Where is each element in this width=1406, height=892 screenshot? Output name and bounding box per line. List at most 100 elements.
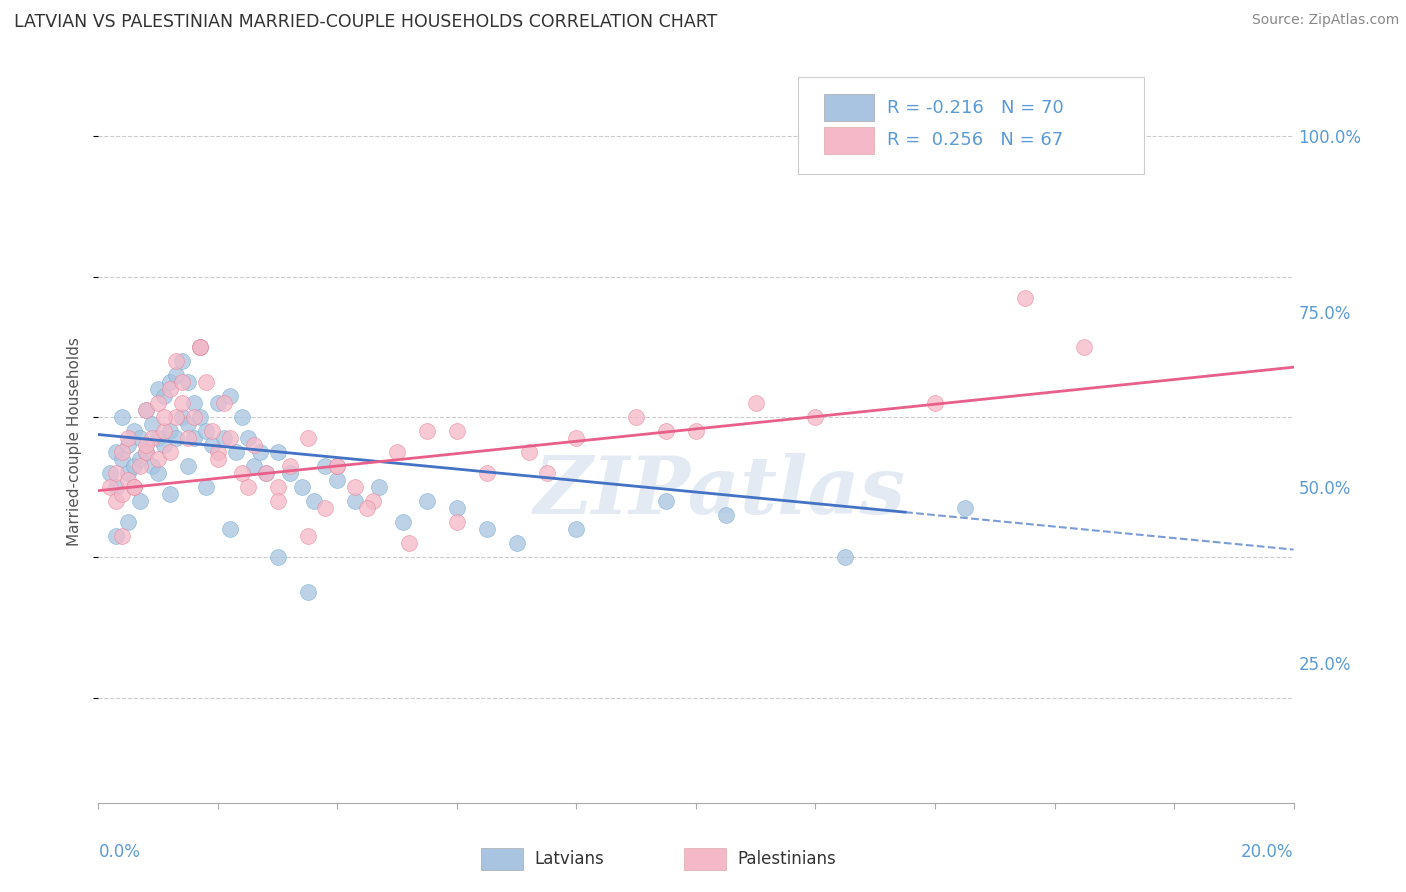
Point	[1014, 291, 1036, 305]
Point	[446, 424, 468, 438]
Point	[356, 501, 378, 516]
Point	[201, 438, 224, 452]
Point	[105, 494, 128, 508]
Point	[446, 501, 468, 516]
Point	[111, 445, 134, 459]
Point	[267, 494, 290, 508]
Point	[267, 445, 290, 459]
FancyBboxPatch shape	[824, 127, 875, 154]
Point	[804, 409, 827, 424]
Point	[326, 459, 349, 474]
Point	[249, 445, 271, 459]
Point	[135, 445, 157, 459]
Text: Latvians: Latvians	[534, 850, 605, 868]
Point	[124, 480, 146, 494]
Point	[326, 459, 349, 474]
Point	[135, 403, 157, 417]
Point	[398, 536, 420, 550]
Point	[172, 375, 194, 389]
FancyBboxPatch shape	[824, 94, 875, 121]
Point	[219, 431, 242, 445]
Point	[111, 487, 134, 501]
Point	[207, 396, 229, 410]
Point	[297, 431, 319, 445]
Point	[148, 382, 170, 396]
Point	[141, 431, 163, 445]
Point	[117, 431, 139, 445]
Point	[506, 536, 529, 550]
Point	[129, 494, 152, 508]
Point	[188, 340, 211, 354]
Point	[302, 494, 325, 508]
Point	[565, 522, 588, 536]
Point	[153, 409, 176, 424]
Point	[685, 424, 707, 438]
Point	[148, 466, 170, 480]
Point	[267, 550, 290, 565]
Point	[416, 424, 439, 438]
Point	[392, 515, 415, 529]
Point	[105, 529, 128, 543]
Point	[243, 459, 266, 474]
Point	[195, 480, 218, 494]
Point	[105, 445, 128, 459]
Text: Palestinians: Palestinians	[738, 850, 837, 868]
Point	[655, 494, 678, 508]
Point	[159, 375, 181, 389]
Point	[231, 409, 253, 424]
Point	[105, 466, 128, 480]
Point	[201, 424, 224, 438]
Point	[165, 354, 187, 368]
Point	[254, 466, 277, 480]
Point	[148, 452, 170, 467]
Point	[475, 466, 498, 480]
Point	[231, 466, 253, 480]
Point	[446, 515, 468, 529]
Text: 0.0%: 0.0%	[98, 843, 141, 861]
Point	[98, 480, 122, 494]
Point	[212, 396, 235, 410]
Point	[834, 550, 856, 565]
Point	[195, 375, 218, 389]
Point	[153, 438, 176, 452]
Point	[111, 409, 134, 424]
Point	[177, 417, 200, 431]
Point	[159, 424, 181, 438]
Point	[368, 480, 391, 494]
Point	[141, 459, 163, 474]
Point	[111, 529, 134, 543]
Point	[267, 480, 290, 494]
Point	[124, 459, 146, 474]
Point	[953, 501, 976, 516]
Point	[165, 368, 187, 382]
Point	[363, 494, 385, 508]
Point	[117, 473, 139, 487]
Point	[278, 459, 301, 474]
Point	[129, 452, 152, 467]
Point	[153, 424, 176, 438]
Point	[124, 480, 146, 494]
Point	[225, 445, 247, 459]
Text: 20.0%: 20.0%	[1241, 843, 1294, 861]
Point	[177, 375, 200, 389]
Point	[297, 529, 319, 543]
Point	[416, 494, 439, 508]
Point	[148, 431, 170, 445]
Point	[236, 431, 259, 445]
Point	[153, 389, 176, 403]
FancyBboxPatch shape	[481, 848, 523, 870]
Point	[117, 466, 139, 480]
Y-axis label: Married-couple Households: Married-couple Households	[67, 337, 83, 546]
Point	[243, 438, 266, 452]
Point	[172, 409, 194, 424]
Point	[172, 354, 194, 368]
Point	[135, 403, 157, 417]
Text: R =  0.256   N = 67: R = 0.256 N = 67	[887, 131, 1063, 149]
Point	[188, 340, 211, 354]
Point	[105, 480, 128, 494]
Point	[254, 466, 277, 480]
Point	[129, 459, 152, 474]
Point	[924, 396, 946, 410]
Text: ZIPatlas: ZIPatlas	[534, 453, 905, 531]
Point	[165, 409, 187, 424]
